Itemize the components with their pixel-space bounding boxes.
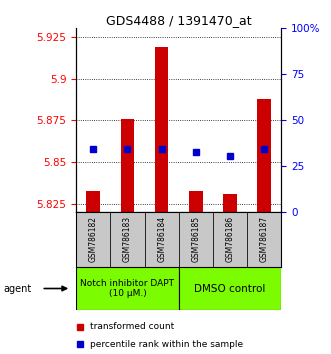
Bar bbox=[179, 267, 281, 310]
Bar bbox=[189, 191, 203, 212]
Text: transformed count: transformed count bbox=[90, 322, 175, 331]
Text: agent: agent bbox=[3, 284, 31, 293]
Bar bbox=[86, 191, 100, 212]
Bar bbox=[155, 47, 168, 212]
Bar bbox=[258, 99, 271, 212]
Text: GSM786183: GSM786183 bbox=[123, 216, 132, 262]
Bar bbox=[76, 267, 179, 310]
Bar bbox=[120, 119, 134, 212]
Text: DMSO control: DMSO control bbox=[194, 284, 266, 293]
Text: GSM786185: GSM786185 bbox=[191, 216, 200, 262]
Bar bbox=[247, 212, 281, 267]
Bar bbox=[179, 212, 213, 267]
Text: Notch inhibitor DAPT
(10 μM.): Notch inhibitor DAPT (10 μM.) bbox=[80, 279, 174, 298]
Bar bbox=[213, 212, 247, 267]
Bar bbox=[145, 212, 179, 267]
Text: GSM786182: GSM786182 bbox=[89, 216, 98, 262]
Bar bbox=[110, 212, 145, 267]
Bar bbox=[223, 194, 237, 212]
Text: GSM786184: GSM786184 bbox=[157, 216, 166, 262]
Text: GSM786186: GSM786186 bbox=[225, 216, 235, 262]
Text: percentile rank within the sample: percentile rank within the sample bbox=[90, 339, 244, 349]
Text: GSM786187: GSM786187 bbox=[260, 216, 269, 262]
Title: GDS4488 / 1391470_at: GDS4488 / 1391470_at bbox=[106, 14, 252, 27]
Bar bbox=[76, 212, 110, 267]
